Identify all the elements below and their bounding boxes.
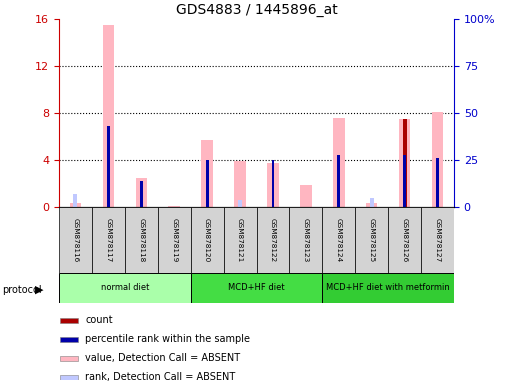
Bar	[206, 161, 208, 207]
Bar	[256, 207, 289, 273]
Bar	[61, 337, 78, 342]
Text: value, Detection Call = ABSENT: value, Detection Call = ABSENT	[85, 353, 240, 363]
Bar	[338, 155, 340, 207]
Text: GSM878121: GSM878121	[237, 218, 243, 262]
Bar	[59, 273, 191, 303]
Text: GSM878125: GSM878125	[369, 218, 374, 262]
Bar	[107, 126, 110, 207]
Text: MCD+HF diet: MCD+HF diet	[228, 283, 285, 293]
Bar	[61, 318, 78, 323]
Bar	[370, 198, 373, 207]
Bar	[61, 356, 78, 361]
Text: rank, Detection Call = ABSENT: rank, Detection Call = ABSENT	[85, 372, 235, 382]
Bar	[333, 118, 345, 207]
Bar	[59, 207, 92, 273]
Text: GSM878127: GSM878127	[435, 218, 441, 262]
Text: GSM878118: GSM878118	[139, 218, 144, 262]
Bar	[140, 181, 143, 207]
Title: GDS4883 / 1445896_at: GDS4883 / 1445896_at	[175, 3, 338, 17]
Bar	[92, 207, 125, 273]
Bar	[388, 207, 421, 273]
Bar	[403, 155, 406, 207]
Bar	[73, 194, 77, 207]
Text: ▶: ▶	[35, 285, 44, 295]
Bar	[322, 273, 454, 303]
Bar	[135, 178, 147, 207]
Bar	[322, 207, 355, 273]
Bar	[202, 140, 213, 207]
Bar	[436, 159, 439, 207]
Bar	[70, 203, 81, 207]
Text: GSM878120: GSM878120	[204, 218, 210, 262]
Text: GSM878123: GSM878123	[303, 218, 309, 262]
Bar	[238, 200, 242, 207]
Bar	[158, 207, 191, 273]
Bar	[224, 207, 256, 273]
Bar	[421, 207, 454, 273]
Bar	[103, 25, 114, 207]
Text: GSM878124: GSM878124	[336, 218, 342, 262]
Text: GSM878116: GSM878116	[72, 218, 78, 262]
Text: protocol: protocol	[3, 285, 42, 295]
Bar	[366, 203, 378, 207]
Bar	[234, 162, 246, 207]
Text: count: count	[85, 315, 113, 325]
Bar	[168, 205, 180, 207]
Text: GSM878122: GSM878122	[270, 218, 276, 262]
Text: GSM878117: GSM878117	[105, 218, 111, 262]
Bar	[355, 207, 388, 273]
Text: normal diet: normal diet	[101, 283, 149, 293]
Bar	[191, 207, 224, 273]
Bar	[125, 207, 158, 273]
Text: MCD+HF diet with metformin: MCD+HF diet with metformin	[326, 283, 450, 293]
Bar	[432, 112, 443, 207]
Text: GSM878126: GSM878126	[402, 218, 408, 262]
Text: percentile rank within the sample: percentile rank within the sample	[85, 334, 250, 344]
Bar	[403, 119, 407, 207]
Bar	[399, 119, 410, 207]
Bar	[300, 185, 311, 207]
Bar	[267, 163, 279, 207]
Bar	[61, 375, 78, 380]
Text: GSM878119: GSM878119	[171, 218, 177, 262]
Bar	[289, 207, 322, 273]
Bar	[271, 161, 274, 207]
Bar	[191, 273, 322, 303]
